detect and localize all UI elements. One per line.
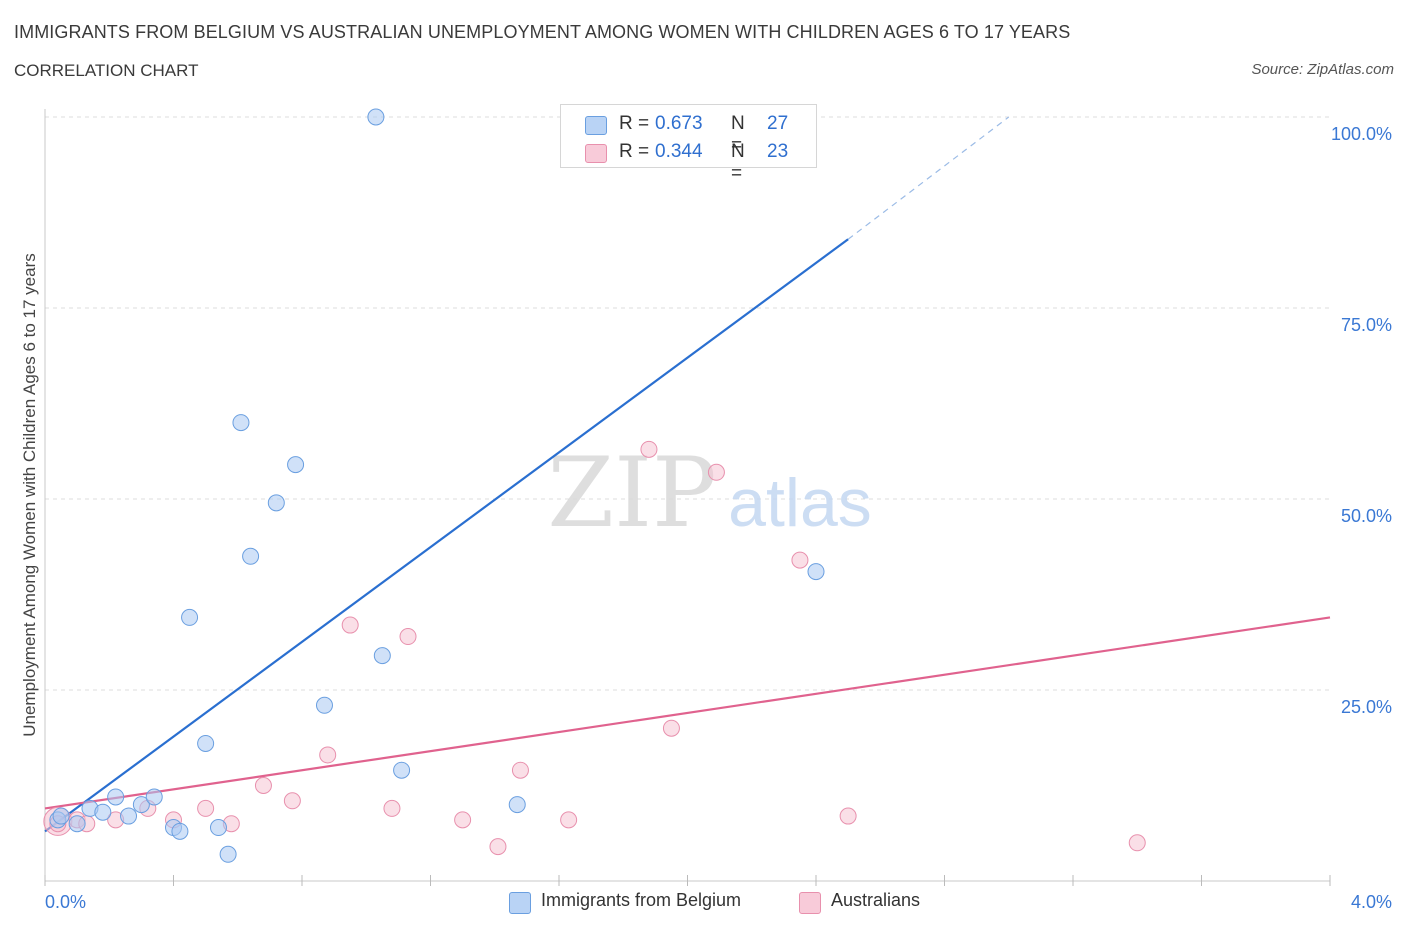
legend-label-belgium: Immigrants from Belgium <box>541 890 742 910</box>
y-tick-label: 75.0% <box>1341 315 1392 335</box>
point-belgium <box>287 456 305 474</box>
watermark-atlas: atlas <box>728 465 872 541</box>
n-label: N = <box>731 141 745 184</box>
point-australians <box>454 811 472 829</box>
point-australians <box>1128 834 1146 852</box>
point-belgium <box>807 563 825 581</box>
point-belgium <box>508 796 526 814</box>
point-belgium <box>315 696 333 714</box>
point-australians <box>197 799 215 817</box>
pink-swatch <box>799 892 821 914</box>
point-australians <box>662 719 680 737</box>
n-value: 23 <box>767 141 789 162</box>
point-australians <box>489 838 507 856</box>
point-australians <box>511 761 529 779</box>
point-belgium <box>373 647 391 665</box>
y-tick-label: 25.0% <box>1341 697 1392 717</box>
point-australians <box>839 807 857 825</box>
blue-swatch <box>509 892 531 914</box>
axis-layer <box>44 109 1331 886</box>
point-belgium <box>181 608 199 626</box>
chart-title: IMMIGRANTS FROM BELGIUM VS AUSTRALIAN UN… <box>14 22 1071 42</box>
r-value: 0.673 <box>655 113 703 134</box>
blue-swatch <box>585 116 607 135</box>
legend-label-australians: Australians <box>831 890 921 910</box>
point-belgium <box>52 807 70 825</box>
point-australians <box>791 551 809 569</box>
point-belgium <box>132 796 150 814</box>
point-belgium <box>94 803 112 821</box>
point-belgium <box>232 414 250 432</box>
point-australians <box>319 746 337 764</box>
stats-legend: R = 0.673 N = 27 R = 0.344 N = 23 <box>560 104 817 184</box>
y-tick-label: 50.0% <box>1341 506 1392 526</box>
tick-labels: 25.0% 50.0% 75.0% 100.0% 0.0% 4.0% <box>45 124 1392 912</box>
point-belgium <box>171 822 189 840</box>
x-tick-label: 4.0% <box>1351 892 1392 912</box>
point-belgium <box>367 108 385 126</box>
trend-layer <box>44 116 1331 833</box>
n-label: N = <box>731 113 745 156</box>
trend-line-belgium-extension <box>847 116 1010 240</box>
point-australians <box>254 777 272 794</box>
grid-layer <box>45 116 1330 691</box>
point-australians <box>383 799 401 817</box>
r-value: 0.344 <box>655 141 703 162</box>
watermark-zip: ZIP <box>547 437 716 549</box>
r-label: R = <box>619 141 650 162</box>
point-australians <box>341 616 359 634</box>
source-credit: Source: ZipAtlas.com <box>1251 61 1394 78</box>
watermark: ZIP atlas <box>547 437 871 549</box>
point-australians <box>283 792 301 810</box>
point-belgium <box>219 845 237 863</box>
point-belgium <box>68 815 86 833</box>
point-australians <box>640 440 658 458</box>
point-belgium <box>209 819 227 837</box>
point-australians <box>707 463 725 481</box>
r-label: R = <box>619 113 650 134</box>
point-belgium <box>145 788 163 806</box>
point-belgium <box>267 494 285 512</box>
point-australians <box>560 811 578 829</box>
x-tick-label: 0.0% <box>45 892 86 912</box>
point-belgium <box>120 807 138 825</box>
point-belgium <box>107 788 125 806</box>
n-value: 27 <box>767 113 789 134</box>
pink-swatch <box>585 144 607 163</box>
point-belgium <box>197 734 215 752</box>
point-belgium <box>242 547 260 565</box>
trend-line-belgium <box>44 238 849 833</box>
chart-subtitle: CORRELATION CHART <box>14 61 199 80</box>
trend-line-australians <box>44 616 1331 810</box>
point-belgium <box>393 761 411 779</box>
point-australians <box>399 628 417 646</box>
y-tick-label: 100.0% <box>1331 124 1392 144</box>
